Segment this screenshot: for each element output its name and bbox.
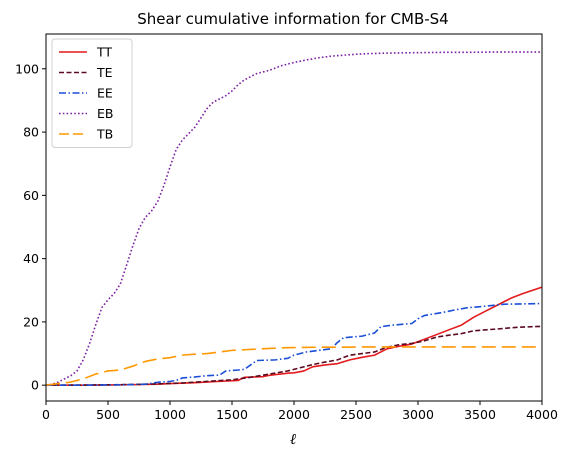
x-tick-label: 2000 (278, 407, 310, 422)
y-tick-label: 20 (23, 314, 39, 329)
y-tick-label: 60 (23, 188, 39, 203)
y-tick-label: 80 (23, 125, 39, 140)
series-layer (46, 51, 542, 386)
x-axis-label: ℓ (290, 430, 296, 448)
x-tick-label: 1000 (154, 407, 186, 422)
legend-label-tt: TT (96, 45, 112, 60)
x-tick-label: 3000 (402, 407, 434, 422)
y-tick-label: 40 (23, 251, 39, 266)
y-tick-label: 100 (15, 61, 39, 76)
x-tick-label: 4000 (526, 407, 558, 422)
y-tick-label: 0 (31, 378, 39, 393)
chart-title: Shear cumulative information for CMB-S4 (137, 10, 448, 28)
legend-label-tb: TB (96, 127, 113, 142)
x-tick-label: 3500 (464, 407, 496, 422)
x-tick-label: 1500 (216, 407, 248, 422)
legend-box (51, 38, 133, 148)
x-axis: 0 500 1000 1500 2000 2500 3000 3500 4000 (42, 401, 558, 422)
x-tick-label: 500 (96, 407, 120, 422)
x-tick-label: 2500 (340, 407, 372, 422)
series-line-tt (46, 286, 542, 386)
x-tick-label: 0 (42, 407, 50, 422)
y-axis: 0 20 40 60 80 100 (15, 61, 46, 393)
series-line-ee (46, 302, 542, 386)
series-line-te (46, 325, 542, 386)
legend-label-ee: EE (97, 86, 113, 101)
legend-label-te: TE (96, 65, 113, 80)
legend-label-eb: EB (97, 106, 113, 121)
legend: TT TE EE EB TB (51, 38, 133, 148)
series-line-tb (46, 346, 542, 386)
